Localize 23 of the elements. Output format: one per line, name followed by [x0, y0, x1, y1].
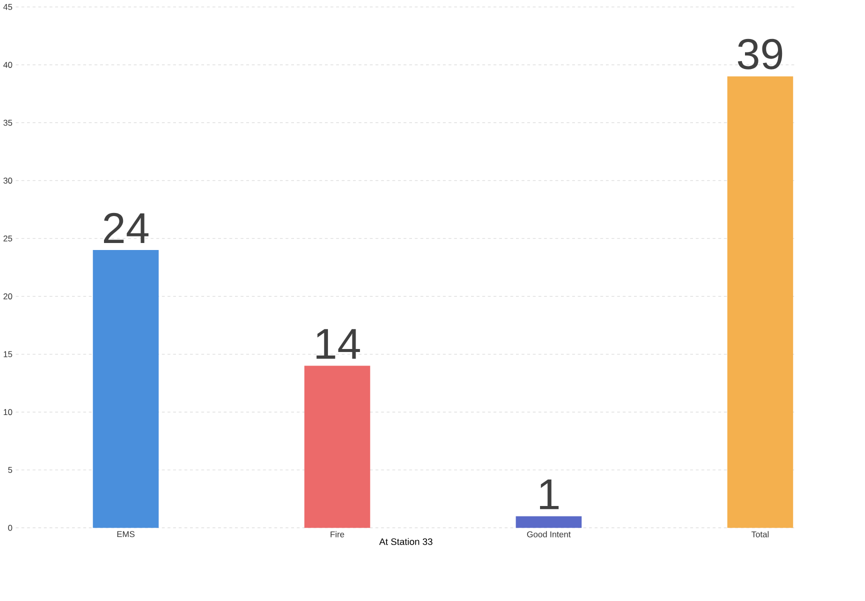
bar — [92, 250, 159, 528]
y-tick-label: 10 — [4, 409, 12, 416]
y-tick-label: 45 — [3, 4, 12, 10]
x-tick-label: Total — [751, 531, 769, 538]
y-tick-label: 25 — [4, 236, 12, 242]
bar — [516, 516, 582, 528]
y-tick-label: 5 — [8, 467, 12, 474]
data-label: 24 — [104, 213, 148, 244]
x-tick-label: Good Intent — [527, 531, 571, 538]
data-label: 14 — [316, 329, 360, 359]
y-tick-label: 40 — [3, 62, 12, 68]
y-tick-label: 30 — [3, 178, 12, 184]
x-tick-label: EMS — [117, 531, 135, 538]
y-tick-label: 15 — [4, 351, 12, 358]
data-label: 39 — [738, 38, 782, 70]
bar — [304, 366, 370, 528]
bar — [727, 76, 794, 528]
y-tick-label: 20 — [4, 293, 12, 300]
x-tick-label: Fire — [330, 531, 344, 538]
x-axis-title: At Station 33 — [379, 538, 432, 546]
y-tick-label: 0 — [8, 524, 12, 531]
data-label: 1 — [540, 480, 559, 510]
y-tick-label: 35 — [3, 120, 12, 126]
